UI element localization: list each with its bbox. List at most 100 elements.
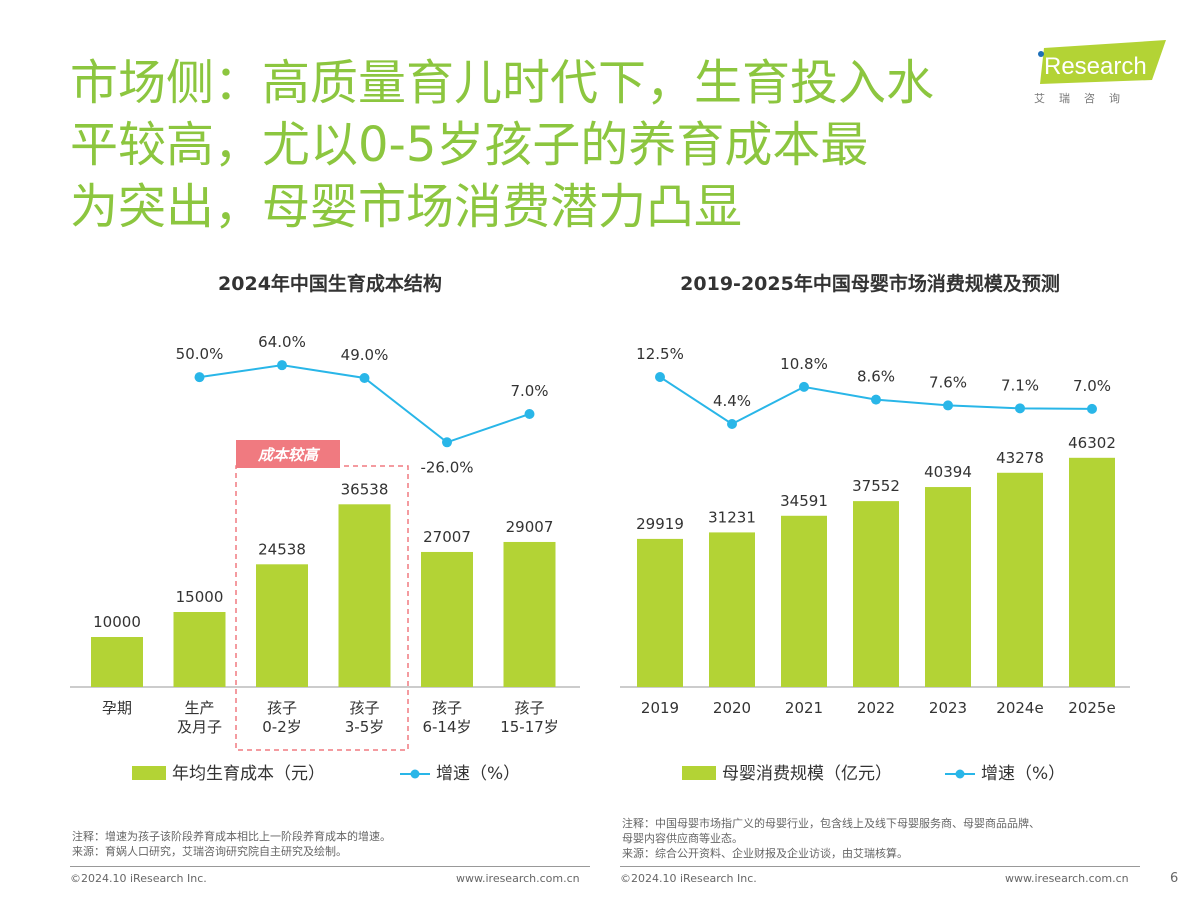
bar: [1069, 457, 1115, 687]
legend-line-marker: [410, 769, 420, 779]
iresearch-logo: Research 艾瑞咨询: [1034, 40, 1166, 105]
note-right-2: 母婴内容供应商等业态。: [622, 832, 743, 845]
growth-label: 8.6%: [857, 368, 895, 386]
bar-label: 15000: [176, 588, 224, 606]
growth-label: 7.6%: [929, 373, 967, 391]
bar: [709, 532, 755, 687]
page-title-line: 市场侧：高质量育儿时代下，生育投入水: [70, 55, 935, 111]
x-tick-label: 3-5岁: [345, 718, 385, 736]
divider-left: [70, 866, 590, 867]
growth-label: 7.0%: [1073, 377, 1111, 395]
growth-label: -26.0%: [420, 458, 473, 476]
growth-label: 50.0%: [176, 345, 224, 363]
note-left-1: 注释：增速为孩子该阶段养育成本相比上一阶段养育成本的增速。: [72, 830, 391, 843]
x-tick-label: 2025e: [1068, 699, 1115, 717]
bar-label: 34591: [780, 492, 828, 510]
x-tick-label: 孩子: [267, 699, 297, 717]
growth-point: [277, 360, 287, 371]
chart-title-right: 2019-2025年中国母婴市场消费规模及预测: [680, 273, 1060, 295]
legend-line-label: 增速（%）: [436, 764, 520, 784]
bar: [256, 564, 308, 687]
growth-label: 49.0%: [341, 346, 389, 364]
x-tick-label: 生产: [184, 699, 214, 717]
page-title-line: 平较高，尤以0-5岁孩子的养育成本最: [70, 117, 869, 173]
x-tick-label: 及月子: [177, 718, 222, 736]
x-tick-label: 15-17岁: [500, 718, 559, 736]
x-tick-label: 2020: [713, 699, 751, 717]
x-tick-label: 孕期: [102, 699, 132, 717]
url-left: www.iresearch.com.cn: [456, 872, 580, 885]
bar-label: 10000: [93, 613, 141, 631]
url-right: www.iresearch.com.cn: [1005, 872, 1129, 885]
divider-right: [620, 866, 1140, 867]
legend-bar-label: 年均生育成本（元）: [172, 764, 325, 784]
bar-label: 27007: [423, 528, 471, 546]
x-tick-label: 孩子: [514, 699, 544, 717]
svg-text:艾瑞咨询: 艾瑞咨询: [1034, 91, 1134, 105]
growth-point: [943, 400, 953, 411]
growth-point: [1015, 403, 1025, 414]
growth-point: [1087, 403, 1097, 414]
chart-title-left: 2024年中国生育成本结构: [218, 273, 442, 295]
copyright-right: ©2024.10 iResearch Inc.: [620, 872, 757, 885]
legend-line-marker: [955, 769, 965, 779]
growth-label: 64.0%: [258, 333, 306, 351]
x-tick-label: 2023: [929, 699, 967, 717]
bar-label: 24538: [258, 540, 306, 558]
growth-point: [799, 381, 809, 392]
growth-point: [359, 373, 370, 384]
bar-label: 46302: [1068, 434, 1116, 452]
bar: [173, 612, 226, 687]
legend-bar-swatch: [132, 766, 166, 780]
bar: [637, 538, 683, 687]
bar: [853, 501, 899, 687]
x-tick-label: 2021: [785, 699, 823, 717]
growth-point: [655, 372, 665, 382]
bar-label: 31231: [708, 508, 756, 526]
growth-label: 7.0%: [510, 382, 548, 400]
bar-label: 36538: [341, 480, 389, 498]
growth-label: 7.1%: [1001, 376, 1039, 394]
growth-point: [871, 394, 881, 405]
bar-label: 43278: [996, 449, 1044, 467]
x-tick-label: 0-2岁: [262, 718, 302, 736]
bar: [91, 637, 143, 687]
growth-point: [727, 418, 737, 429]
highlight-label: 成本较高: [257, 446, 321, 464]
svg-text:Research: Research: [1044, 53, 1147, 80]
bar-label: 37552: [852, 477, 900, 495]
growth-label: 10.8%: [780, 355, 828, 373]
x-tick-label: 2022: [857, 699, 895, 717]
growth-label: 12.5%: [636, 345, 684, 363]
bar-label: 40394: [924, 463, 972, 481]
note-left-2: 来源：育娲人口研究，艾瑞咨询研究院自主研究及绘制。: [72, 845, 347, 858]
bar-label: 29007: [506, 518, 554, 536]
bar-label: 29919: [636, 515, 684, 533]
page-title-line: 为突出，母婴市场消费潜力凸显: [70, 179, 743, 235]
bar: [925, 487, 971, 687]
copyright-left: ©2024.10 iResearch Inc.: [70, 872, 207, 885]
highlight-label-bg: [236, 440, 340, 468]
bar: [997, 472, 1043, 687]
x-tick-label: 孩子: [349, 699, 379, 717]
x-tick-label: 孩子: [432, 699, 462, 717]
page-number: 6: [1170, 871, 1179, 886]
growth-label: 4.4%: [713, 392, 751, 410]
bar: [338, 504, 391, 687]
bar: [503, 541, 556, 687]
note-right-1: 注释：中国母婴市场指广义的母婴行业，包含线上及线下母婴服务商、母婴商品品牌、: [622, 817, 1040, 830]
growth-point: [442, 437, 452, 448]
growth-point: [194, 372, 205, 383]
x-tick-label: 2019: [641, 699, 679, 717]
legend-line-label: 增速（%）: [981, 764, 1065, 784]
legend-bar-swatch: [682, 766, 716, 780]
page-title: 市场侧：高质量育儿时代下，生育投入水 平较高，尤以0-5岁孩子的养育成本最 为突出，…: [70, 52, 1030, 238]
bar: [781, 515, 827, 687]
x-tick-label: 2024e: [996, 699, 1043, 717]
bar: [421, 551, 473, 687]
note-right-3: 来源：综合公开资料、企业财报及企业访谈，由艾瑞核算。: [622, 847, 908, 860]
legend-bar-label: 母婴消费规模（亿元）: [722, 764, 892, 784]
growth-point: [524, 409, 535, 420]
x-tick-label: 6-14岁: [422, 718, 471, 736]
